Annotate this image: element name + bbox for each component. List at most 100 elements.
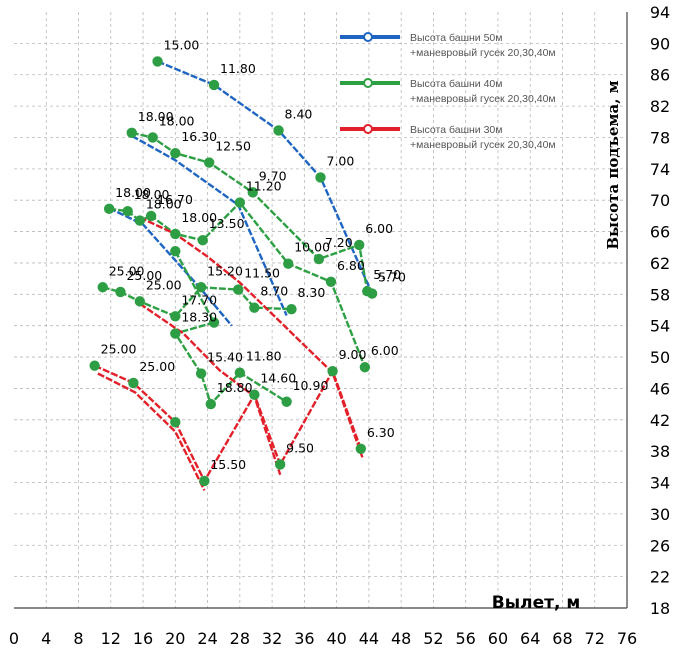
y-tick-label: 38	[650, 442, 670, 461]
y-tick-label: 30	[650, 505, 670, 524]
data-point	[281, 396, 292, 407]
data-point	[195, 368, 207, 379]
axes: 0 4 8 12 16 20 24 28 32 36 40 44 48 52 56 60 64 68 72 76182…	[9, 3, 670, 648]
data-label: 5.70	[378, 270, 406, 285]
data-point	[152, 56, 163, 67]
legend-marker	[363, 124, 373, 134]
data-label: 7.00	[327, 153, 355, 168]
y-tick-label: 46	[650, 379, 670, 398]
data-label: 15.50	[210, 457, 246, 472]
data-label: 14.60	[260, 371, 296, 386]
data-label: 16.70	[157, 192, 193, 207]
data-label: 6.00	[365, 221, 393, 236]
data-label: 25.00	[101, 342, 137, 357]
x-tick-label: 24	[197, 629, 217, 648]
y-tick-label: 22	[650, 568, 670, 587]
y-tick-label: 86	[650, 66, 670, 85]
series-line-red	[139, 216, 364, 458]
data-point	[97, 282, 108, 293]
data-label: 18.00	[115, 185, 151, 200]
data-point	[199, 475, 210, 487]
data-label: 15.20	[207, 263, 243, 278]
data-label: 18.00	[146, 197, 182, 212]
legend-marker	[363, 78, 373, 88]
y-tick-label: 50	[650, 348, 670, 367]
legend-label-sub: +маневровый гусек 20,30,40м	[410, 47, 556, 59]
x-tick-label: 16	[133, 629, 153, 648]
data-point	[170, 311, 181, 322]
x-tick-label: 12	[101, 629, 121, 648]
series-markers	[89, 56, 378, 487]
x-tick-label: 32	[262, 629, 282, 648]
x-tick-label: 56	[456, 629, 476, 648]
data-label: 6.00	[371, 343, 399, 358]
data-label: 18.00	[138, 109, 174, 124]
data-point	[170, 328, 181, 339]
data-point	[134, 296, 146, 307]
data-point	[170, 245, 181, 257]
data-point	[274, 459, 286, 470]
data-label: 18.00	[134, 187, 170, 202]
data-point	[249, 302, 260, 313]
data-label: 5.70	[373, 267, 401, 282]
y-tick-label: 78	[650, 128, 670, 147]
data-point	[128, 377, 139, 389]
data-label: 8.40	[285, 106, 313, 121]
data-point	[283, 258, 294, 269]
data-point	[126, 127, 137, 138]
data-point	[249, 389, 260, 400]
legend-marker	[363, 32, 373, 42]
data-point	[170, 228, 181, 240]
data-labels: 15.0011.808.407.005.7018.0018.0016.3012.…	[101, 37, 406, 472]
data-label: 18.00	[181, 210, 217, 225]
x-tick-label: 72	[585, 629, 605, 648]
data-point	[286, 304, 297, 315]
legend-label-sub: +маневровый гусек 20,30,40м	[410, 93, 556, 105]
y-tick-label: 26	[650, 536, 670, 555]
x-tick-label: 20	[165, 629, 185, 648]
data-point	[315, 172, 326, 183]
data-point	[197, 235, 208, 246]
data-point	[325, 276, 337, 287]
data-label: 9.50	[286, 440, 314, 455]
data-point	[208, 79, 220, 91]
data-label: 16.30	[181, 129, 217, 144]
y-tick-label: 70	[650, 191, 670, 210]
data-label: 12.50	[215, 139, 251, 154]
y-tick-label: 66	[650, 223, 670, 242]
data-point	[205, 398, 217, 410]
series-line-green	[131, 131, 369, 292]
data-point	[234, 197, 246, 208]
legend-label: Высота башни 40м	[410, 78, 503, 90]
series-line-red	[139, 302, 282, 476]
series-line-red	[94, 364, 362, 483]
y-tick-label: 58	[650, 285, 670, 304]
series-line-red	[97, 372, 206, 491]
y-tick-label: 34	[650, 474, 670, 493]
x-tick-label: 28	[230, 629, 250, 648]
data-point	[147, 132, 158, 143]
x-tick-label: 36	[294, 629, 314, 648]
data-point	[327, 365, 338, 377]
data-label: 9.70	[259, 168, 287, 183]
data-label: 10.90	[293, 378, 329, 393]
data-point	[208, 317, 220, 328]
y-tick-label: 90	[650, 34, 670, 53]
data-point	[134, 215, 146, 226]
data-point	[355, 443, 367, 455]
data-point	[233, 284, 244, 295]
data-label: 25.00	[126, 268, 162, 283]
data-label: 11.20	[246, 179, 282, 194]
data-point	[203, 157, 215, 168]
x-tick-label: 48	[391, 629, 411, 648]
data-point	[273, 125, 284, 136]
series-line-blue	[108, 207, 233, 327]
legend: Высота башни 50м +маневровый гусек 20,30,…	[340, 32, 556, 151]
x-tick-label: 52	[423, 629, 443, 648]
x-tick-label: 68	[552, 629, 572, 648]
legend-label-sub: +маневровый гусек 20,30,40м	[410, 139, 556, 151]
data-point	[122, 205, 133, 217]
series-line-green	[109, 201, 367, 368]
data-label: 10.00	[294, 240, 330, 255]
